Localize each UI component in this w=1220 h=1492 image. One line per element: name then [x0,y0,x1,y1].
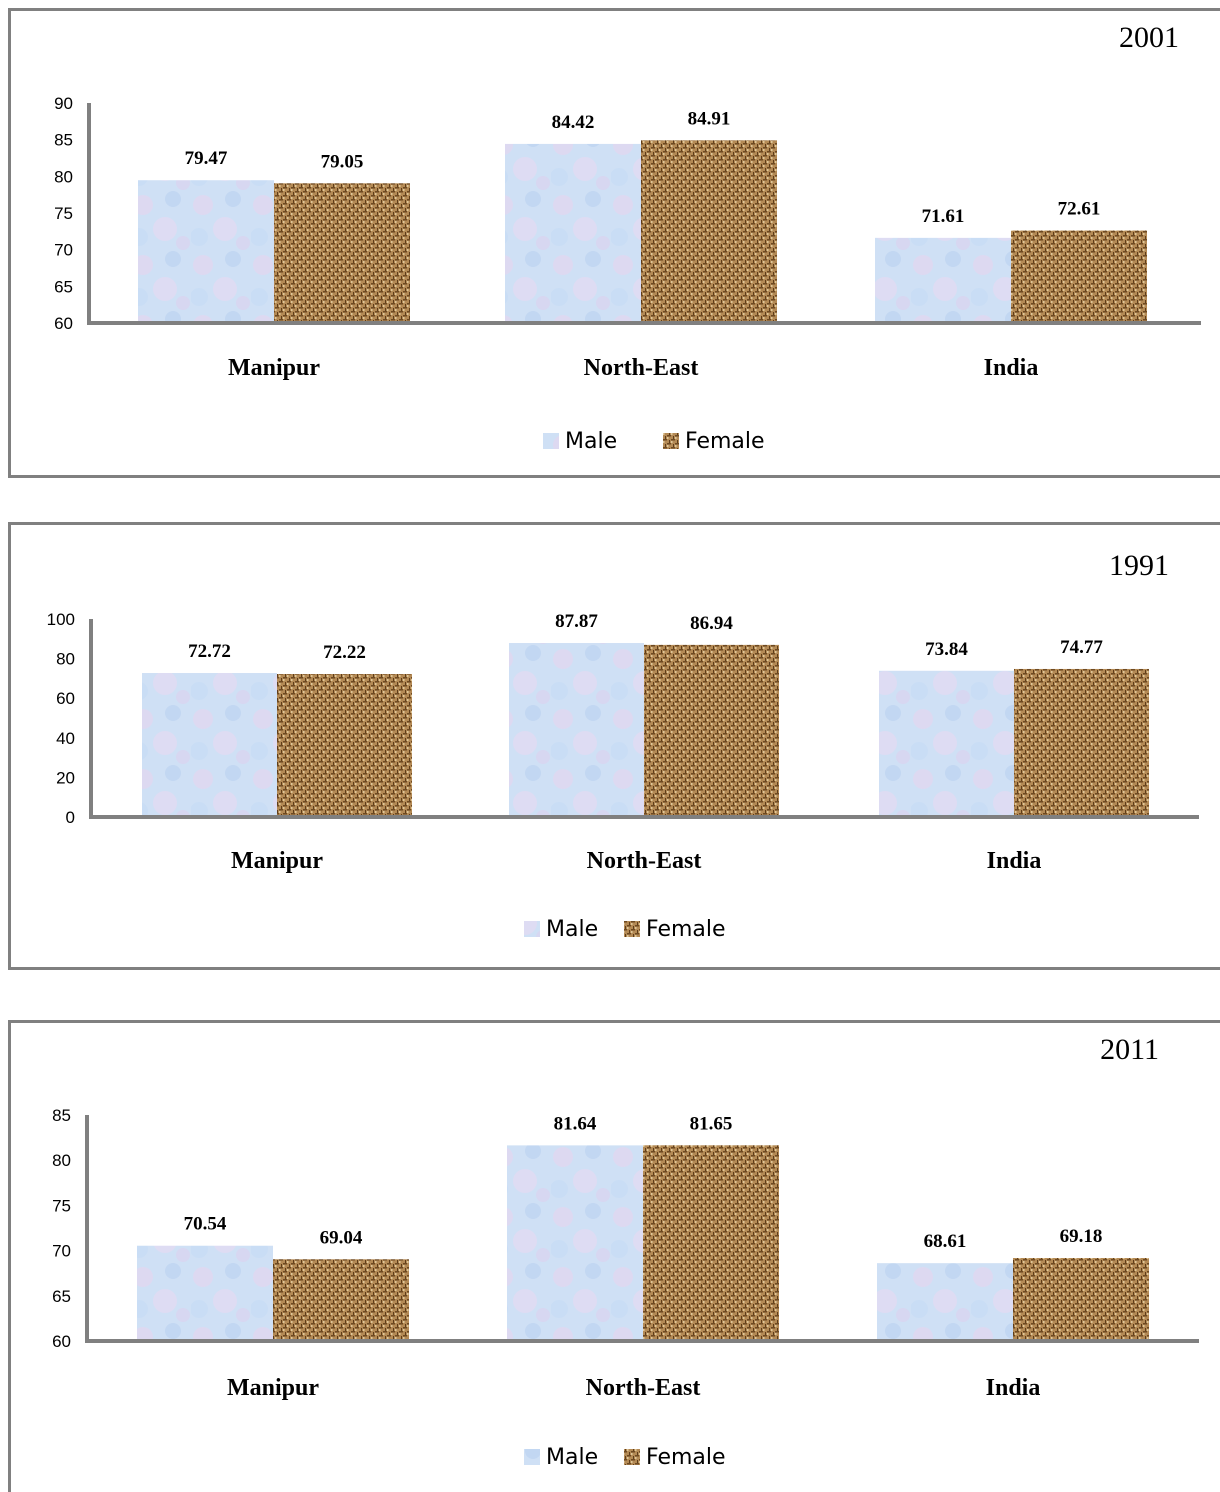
y-tick-label: 100 [47,610,75,629]
bar-female-north-east [643,1145,779,1341]
category-label: Manipur [228,355,320,381]
chart-panel-2011: 2011 60 65 70 75 80 85 70.54 69.04 Manipur 81.64 81… [8,1020,1220,1492]
bar-female-manipur [273,1259,409,1341]
bar-male-india [877,1263,1013,1341]
legend-label-female: Female [685,429,765,454]
data-label: 68.61 [924,1231,967,1252]
y-tick-label: 80 [56,650,75,669]
data-label: 84.91 [688,108,731,129]
y-tick-label: 70 [54,241,73,260]
bar-male-north-east [505,143,641,323]
y-tick-label: 80 [54,167,73,186]
legend-label-male: Male [565,429,617,454]
bar-male-north-east [507,1145,643,1341]
y-tick-label: 85 [54,131,73,150]
chart-year-title: 2011 [1100,1033,1159,1066]
chart-2011: 2011 60 65 70 75 80 85 70.54 69.04 Manipur 81.64 81… [52,1033,1199,1470]
legend-label-male: Male [546,1445,598,1470]
y-tick-label: 60 [52,1332,71,1351]
y-tick-label: 75 [52,1196,71,1215]
data-label: 72.61 [1058,199,1101,220]
y-tick-label: 40 [56,729,75,748]
category-label: North-East [584,355,699,381]
y-tick-label: 20 [56,768,75,787]
chart-panel-2001: 2001 60 65 70 75 80 85 90 79.47 79.05 Manipur 84.42… [8,8,1220,478]
category-label: India [987,848,1042,874]
bar-male-india [875,237,1011,323]
category-label: India [986,1375,1041,1401]
y-tick-label: 60 [56,689,75,708]
legend-swatch-female [624,921,640,937]
bar-female-india [1011,230,1147,323]
data-label: 81.65 [690,1113,733,1134]
bar-female-manipur [277,674,412,817]
bar-female-north-east [644,644,779,817]
category-label: North-East [586,1375,701,1401]
data-label: 71.61 [922,206,965,227]
category-label: Manipur [231,848,323,874]
chart-2001: 2001 60 65 70 75 80 85 90 79.47 79.05 Manipur 84.42… [54,21,1201,454]
data-label: 73.84 [925,639,968,660]
data-label: 69.04 [320,1227,363,1248]
y-tick-label: 0 [66,808,75,827]
data-label: 74.77 [1060,637,1103,658]
data-label: 86.94 [690,613,733,634]
legend-label-male: Male [546,917,598,942]
y-tick-label: 70 [52,1242,71,1261]
chart-1991: 1991 0 20 40 60 80 100 72.72 72.22 Manipur 87.87 86… [47,549,1199,942]
data-label: 81.64 [554,1113,597,1134]
y-tick-label: 90 [54,94,73,113]
bar-male-india [879,670,1014,817]
data-label: 69.18 [1060,1226,1103,1247]
legend-swatch-male [543,433,559,449]
y-tick-label: 75 [54,204,73,223]
legend-swatch-female [624,1449,640,1465]
y-tick-label: 85 [52,1106,71,1125]
data-label: 84.42 [552,112,595,133]
data-label: 79.47 [185,148,228,169]
data-label: 70.54 [184,1214,227,1235]
legend-label-female: Female [646,917,726,942]
legend-label-female: Female [646,1445,726,1470]
bar-male-manipur [138,180,274,323]
legend-swatch-male [524,1449,540,1465]
y-tick-label: 80 [52,1151,71,1170]
data-label: 79.05 [321,151,364,172]
bar-male-manipur [137,1245,273,1341]
bar-male-north-east [509,643,644,817]
data-label: 72.22 [323,642,366,663]
bar-female-north-east [641,140,777,323]
bar-female-manipur [274,183,410,323]
bar-male-manipur [142,673,277,817]
category-label: Manipur [227,1375,319,1401]
data-label: 72.72 [188,641,231,662]
y-tick-label: 60 [54,314,73,333]
legend-swatch-male [524,921,540,937]
y-tick-label: 65 [52,1287,71,1306]
data-label: 87.87 [555,611,598,632]
legend-swatch-female [663,433,679,449]
chart-year-title: 2001 [1119,21,1179,54]
category-label: India [984,355,1039,381]
chart-panel-1991: 1991 0 20 40 60 80 100 72.72 72.22 Manipur 87.87 86… [8,522,1220,970]
bar-female-india [1014,668,1149,817]
y-tick-label: 65 [54,277,73,296]
category-label: North-East [587,848,702,874]
bar-female-india [1013,1258,1149,1341]
chart-year-title: 1991 [1109,549,1169,582]
